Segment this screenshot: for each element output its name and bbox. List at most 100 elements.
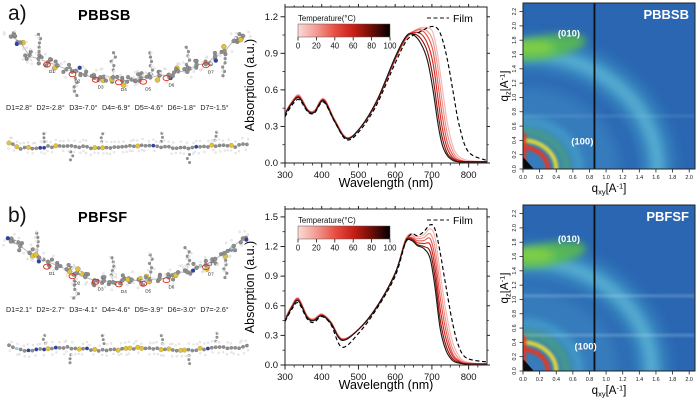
svg-text:80: 80	[367, 244, 376, 253]
y-axis-label: Absorption (a.u.)	[243, 241, 257, 333]
svg-text:0.0: 0.0	[512, 367, 518, 375]
svg-text:1.4: 1.4	[636, 175, 644, 181]
peak-label-100: (100)	[575, 342, 597, 353]
polymer-name-b: PBFSF	[78, 210, 128, 226]
svg-text:300: 300	[277, 170, 293, 181]
y-axis-label: Absorption (a.u.)	[243, 39, 257, 131]
dihedral-marker-label: D1	[49, 271, 55, 276]
svg-text:1.4: 1.4	[512, 65, 518, 73]
dihedral-d5: D5=-3.9°	[134, 306, 164, 314]
dihedral-d4: D4=-4.6°	[101, 306, 131, 314]
giwaxs-pattern-b: (010) (100) PBFSF 0.0 0.2 0.4 0.6 0.8 1.0 1.2 1.4 1…	[500, 204, 696, 399]
svg-text:1.0: 1.0	[512, 296, 518, 304]
peak-label-010: (010)	[558, 234, 580, 245]
panel-b-label: b)	[8, 204, 27, 227]
svg-text:2.2: 2.2	[512, 8, 518, 16]
dihedral-d5: D5=-4.6°	[134, 104, 164, 112]
svg-text:0.6: 0.6	[265, 301, 278, 312]
svg-text:2.0: 2.0	[685, 175, 693, 181]
x-axis-label: Wavelength (nm)	[339, 176, 434, 190]
svg-text:1.8: 1.8	[669, 377, 677, 383]
svg-text:0.0: 0.0	[512, 165, 518, 173]
dihedral-angles-b: D1=2.1° D2=-2.7° D3=-4.1° D4=-4.6° D5=-3…	[6, 306, 248, 314]
peak-label-010: (010)	[558, 29, 580, 40]
svg-text:0.8: 0.8	[586, 175, 594, 181]
dihedral-marker-label: D6	[168, 285, 174, 290]
dihedral-d7: D7=-2.6°	[200, 306, 229, 314]
svg-text:500: 500	[351, 372, 367, 383]
film-legend: Film	[427, 215, 473, 227]
spectra-curves	[285, 224, 487, 365]
temperature-colorbar: Temperature(°C) 0 20 40 60 80 100	[296, 14, 397, 51]
svg-text:40: 40	[330, 244, 339, 253]
molecule-side-view-a	[6, 130, 250, 164]
dihedral-d4: D4=-6.9°	[101, 104, 131, 112]
svg-text:0: 0	[296, 244, 301, 253]
svg-text:0.4: 0.4	[552, 377, 560, 383]
svg-text:1.0: 1.0	[602, 175, 610, 181]
svg-text:0.6: 0.6	[512, 324, 518, 332]
svg-text:1.8: 1.8	[669, 175, 677, 181]
svg-text:400: 400	[314, 170, 330, 181]
panel-a-label: a)	[8, 2, 27, 25]
svg-text:0: 0	[296, 42, 301, 51]
molecule-top-view-a: D1 D2 D3 D4 D5 D6 D7	[2, 30, 252, 98]
svg-text:1.0: 1.0	[512, 94, 518, 102]
svg-text:80: 80	[367, 42, 376, 51]
temperature-colorbar: Temperature(°C) 0 20 40 60 80 100	[296, 216, 397, 253]
qz-axis-label: qz[A-1]	[500, 273, 513, 304]
dihedral-marker-label: D2	[74, 281, 80, 286]
dihedral-d6: D6=-3.0°	[167, 306, 196, 314]
dihedral-d7: D7=-1.5°	[200, 104, 229, 112]
dihedral-marker-label: D1	[49, 69, 55, 74]
x-axis-label: Wavelength (nm)	[339, 378, 434, 392]
svg-text:60: 60	[349, 244, 358, 253]
svg-text:1.8: 1.8	[512, 238, 518, 246]
svg-text:600: 600	[387, 372, 403, 383]
svg-text:100: 100	[383, 244, 397, 253]
svg-text:0.3: 0.3	[265, 330, 278, 341]
svg-text:0.2: 0.2	[512, 151, 518, 159]
svg-text:1.8: 1.8	[512, 36, 518, 44]
scattering-image: (010) (100) PBFSF	[523, 205, 695, 371]
molecule-side-view-b	[7, 331, 250, 366]
svg-text:1.6: 1.6	[512, 51, 518, 59]
giwaxs-title: PBFSF	[646, 209, 689, 224]
dihedral-d6: D6=-1.8°	[167, 104, 196, 112]
qz-axis-label: qz[A-1]	[500, 71, 513, 102]
svg-text:100: 100	[383, 42, 397, 51]
svg-text:0.4: 0.4	[552, 175, 560, 181]
svg-text:0.6: 0.6	[265, 85, 278, 96]
dihedral-marker-label: D7	[208, 70, 214, 75]
svg-text:1.2: 1.2	[265, 12, 278, 23]
dihedral-marker-label: D5	[145, 288, 151, 293]
svg-text:60: 60	[349, 42, 358, 51]
molecule-top-view-b: D1 D2 D3 D4 D5 D6 D7	[2, 229, 250, 300]
dihedral-marker-label: D2	[74, 79, 80, 84]
dihedral-marker-label: D6	[168, 83, 174, 88]
svg-text:40: 40	[330, 42, 339, 51]
svg-text:500: 500	[351, 170, 367, 181]
svg-text:1.6: 1.6	[652, 175, 660, 181]
svg-text:2.0: 2.0	[512, 224, 518, 232]
svg-text:1.2: 1.2	[619, 377, 627, 383]
absorption-chart-b: 300 400 500 600 700 8000.00.30.60.91.21.5Wave…	[243, 206, 490, 392]
svg-text:0.2: 0.2	[536, 175, 544, 181]
scattering-image: (010) (100) PBBSB	[523, 3, 695, 169]
svg-text:2.0: 2.0	[512, 22, 518, 30]
svg-text:20: 20	[312, 244, 321, 253]
svg-text:Film: Film	[453, 215, 473, 227]
dihedral-d3: D3=-7.0°	[69, 104, 98, 112]
giwaxs-title: PBBSB	[643, 7, 689, 22]
qxy-axis-label: qxy[A-1]	[592, 182, 627, 197]
svg-text:700: 700	[424, 372, 440, 383]
svg-text:0.3: 0.3	[265, 121, 278, 132]
svg-text:0.6: 0.6	[569, 377, 577, 383]
dihedral-d2: D2=-2.7°	[36, 306, 65, 314]
dihedral-d1: D1=2.8°	[6, 104, 32, 112]
svg-text:Temperature(°C): Temperature(°C)	[298, 216, 356, 225]
film-legend: Film	[427, 13, 473, 25]
svg-text:0.0: 0.0	[265, 360, 278, 371]
absorption-chart-a: 300 400 500 600 700 8000.00.30.60.91.2Wavelen…	[243, 4, 490, 190]
svg-text:0.8: 0.8	[512, 108, 518, 116]
